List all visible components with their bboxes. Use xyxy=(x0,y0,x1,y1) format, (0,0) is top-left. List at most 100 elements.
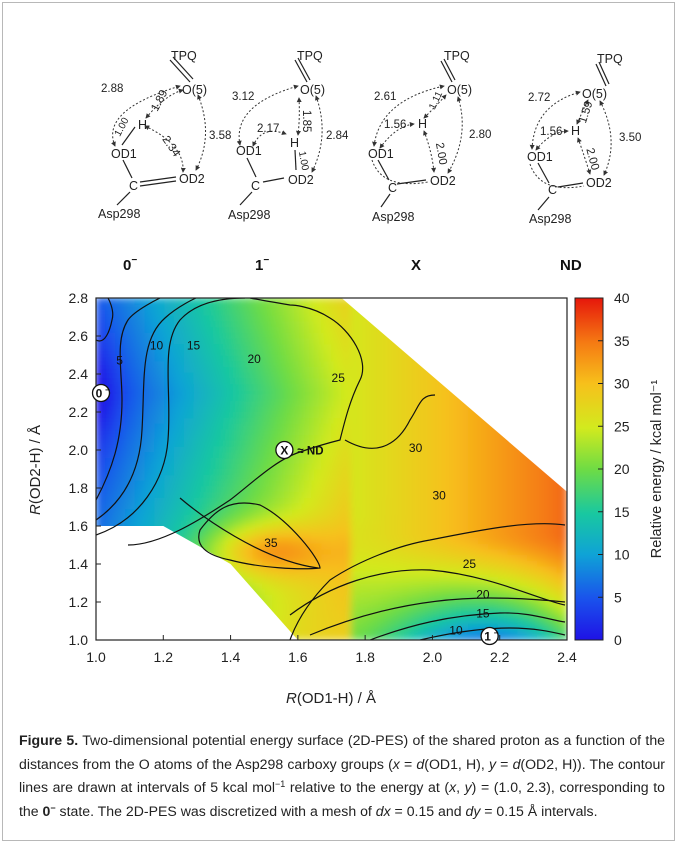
heatmap-cell xyxy=(527,616,539,624)
heatmap-cell xyxy=(115,451,126,459)
heatmap-cell xyxy=(429,428,440,436)
heatmap-cell xyxy=(291,371,303,379)
heatmap-cell xyxy=(291,588,303,595)
heatmap-cell xyxy=(154,365,166,373)
heatmap-cell xyxy=(399,508,411,516)
heatmap-cell xyxy=(252,331,264,339)
heatmap-cell xyxy=(438,588,450,595)
heatmap-cell xyxy=(331,559,342,567)
heatmap-cell xyxy=(370,633,382,640)
heatmap-cell xyxy=(272,468,283,476)
heatmap-cell xyxy=(488,605,499,612)
heatmap-cell xyxy=(478,531,489,538)
heatmap-cell xyxy=(242,326,254,333)
heatmap-cell xyxy=(321,405,332,413)
heatmap-cell xyxy=(213,377,225,384)
heatmap-cell xyxy=(223,303,234,310)
heatmap-cell xyxy=(203,303,215,310)
heatmap-cell xyxy=(488,576,499,584)
heatmap-cell xyxy=(96,308,107,316)
heatmap-cell xyxy=(419,428,431,436)
heatmap-cell xyxy=(537,468,548,476)
heatmap-cell xyxy=(350,485,362,493)
heatmap-cell xyxy=(321,633,332,640)
heatmap-cell xyxy=(144,326,156,333)
heatmap-cell xyxy=(429,422,440,430)
heatmap-cell xyxy=(419,576,431,584)
heatmap-cell xyxy=(331,633,342,640)
heatmap-cell xyxy=(458,633,470,640)
heatmap-cell xyxy=(429,502,440,510)
heatmap-cell xyxy=(115,514,126,521)
heatmap-cell xyxy=(281,588,293,595)
heatmap-cell xyxy=(409,582,421,590)
heatmap-cell xyxy=(164,445,175,453)
heatmap-cell xyxy=(340,343,352,350)
heatmap-cell xyxy=(478,497,489,504)
y-tick-label: 2.2 xyxy=(69,404,89,420)
heatmap-cell xyxy=(115,440,126,447)
heatmap-cell xyxy=(527,519,539,527)
heatmap-cell xyxy=(389,525,401,533)
heatmap-cell xyxy=(497,628,509,635)
heatmap-cell xyxy=(370,422,382,430)
heatmap-cell xyxy=(468,554,480,561)
heatmap-cell xyxy=(556,519,567,527)
heatmap-cell xyxy=(272,365,283,373)
heatmap-cell xyxy=(556,548,567,555)
heatmap-cell xyxy=(272,360,283,367)
heatmap-cell xyxy=(448,536,460,544)
heatmap-cell xyxy=(134,348,146,356)
heatmap-cell xyxy=(458,514,470,521)
heatmap-cell xyxy=(419,565,431,573)
heatmap-cell xyxy=(311,343,323,350)
heatmap-cell xyxy=(556,611,567,618)
heatmap-cell xyxy=(429,434,440,441)
heatmap-cell xyxy=(272,308,283,316)
heatmap-cell xyxy=(340,531,352,538)
heatmap-cell xyxy=(174,337,185,345)
heatmap-cell xyxy=(488,434,499,441)
heatmap-cell xyxy=(409,394,421,402)
heatmap-cell xyxy=(301,474,313,481)
heatmap-cell xyxy=(154,508,166,516)
heatmap-cell xyxy=(331,337,342,345)
heatmap-cell xyxy=(556,588,567,595)
heatmap-cell xyxy=(360,326,372,333)
heatmap-cell xyxy=(232,331,244,339)
heatmap-cell xyxy=(281,582,293,590)
heatmap-cell xyxy=(409,462,421,470)
heatmap-cell xyxy=(527,502,539,510)
heatmap-cell xyxy=(468,474,480,481)
heatmap-cell xyxy=(507,554,519,561)
heatmap-cell xyxy=(134,388,146,396)
heatmap-cell xyxy=(488,559,499,567)
heatmap-cell xyxy=(281,536,293,544)
heatmap-cell xyxy=(96,434,107,441)
heatmap-cell xyxy=(429,411,440,419)
heatmap-cell xyxy=(546,485,558,493)
heatmap-cell xyxy=(380,451,391,459)
heatmap-cell xyxy=(96,354,107,362)
heatmap-cell xyxy=(370,531,382,538)
heatmap-cell xyxy=(105,457,117,464)
heatmap-cell xyxy=(134,485,146,493)
heatmap-cell xyxy=(468,542,480,550)
distance-od1-o5: 2.72 xyxy=(528,92,550,104)
heatmap-cell xyxy=(291,417,303,424)
heatmap-cell xyxy=(232,308,244,316)
heatmap-cell xyxy=(134,383,146,390)
state-marker-circle xyxy=(480,626,499,646)
heatmap-cell xyxy=(144,491,156,498)
heatmap-cell xyxy=(281,417,293,424)
heatmap-cell xyxy=(458,582,470,590)
heatmap-cell xyxy=(488,479,499,487)
heatmap-cell xyxy=(360,616,372,624)
heatmap-cell xyxy=(478,479,489,487)
heatmap-cell xyxy=(497,462,509,470)
heatmap-cell xyxy=(556,633,567,640)
heatmap-cell xyxy=(311,445,323,453)
heatmap-cell xyxy=(311,622,323,630)
distance-o5-od2: 2.80 xyxy=(469,129,491,141)
heatmap-cell xyxy=(96,377,107,384)
